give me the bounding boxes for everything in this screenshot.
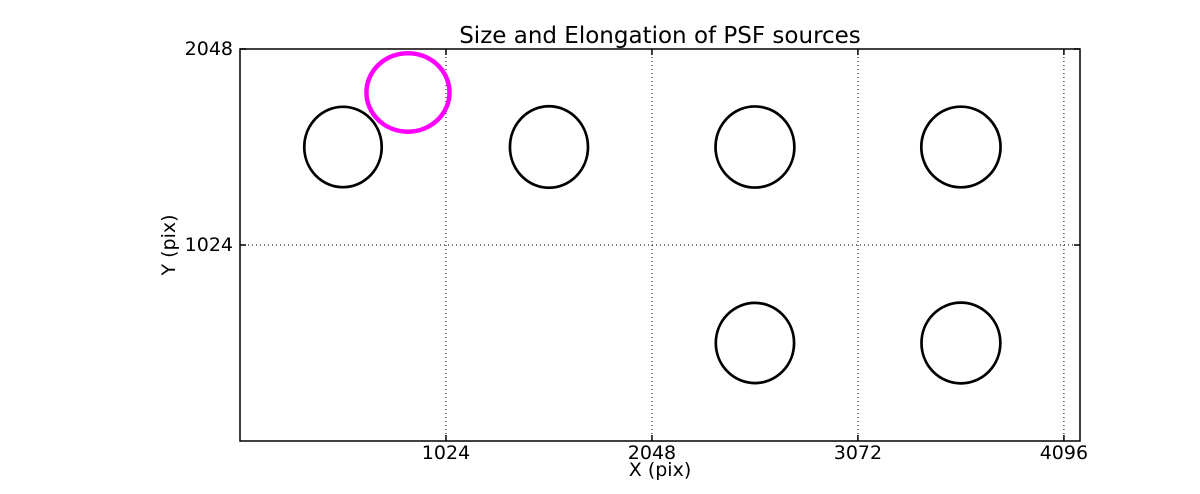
psf-sources-ellipse (714, 105, 796, 189)
tick-label-layer: 1024 2048 3072 4096 1024 2048 (185, 38, 1088, 464)
x-tick-label: 4096 (1040, 442, 1088, 464)
x-tick-label: 2048 (628, 442, 676, 464)
x-tick-label: 1024 (422, 442, 470, 464)
x-tick-label: 3072 (834, 442, 882, 464)
y-tick-label: 1024 (185, 234, 233, 256)
psf-sources-ellipse (508, 104, 590, 190)
psf-sources-ellipse (920, 301, 1002, 385)
chart-title: Size and Elongation of PSF sources (459, 23, 861, 49)
psf-sources-ellipse (714, 301, 796, 385)
x-axis-label: X (pix) (629, 459, 691, 481)
psf-sources-ellipse (919, 105, 1002, 189)
y-axis-label: Y (pix) (158, 214, 180, 276)
tick-layer (240, 48, 1080, 441)
flagged-source-ellipse (364, 50, 452, 134)
psf-sources-ellipse (302, 105, 384, 189)
ellipse-layer (302, 50, 1002, 385)
y-tick-label: 2048 (185, 38, 233, 60)
